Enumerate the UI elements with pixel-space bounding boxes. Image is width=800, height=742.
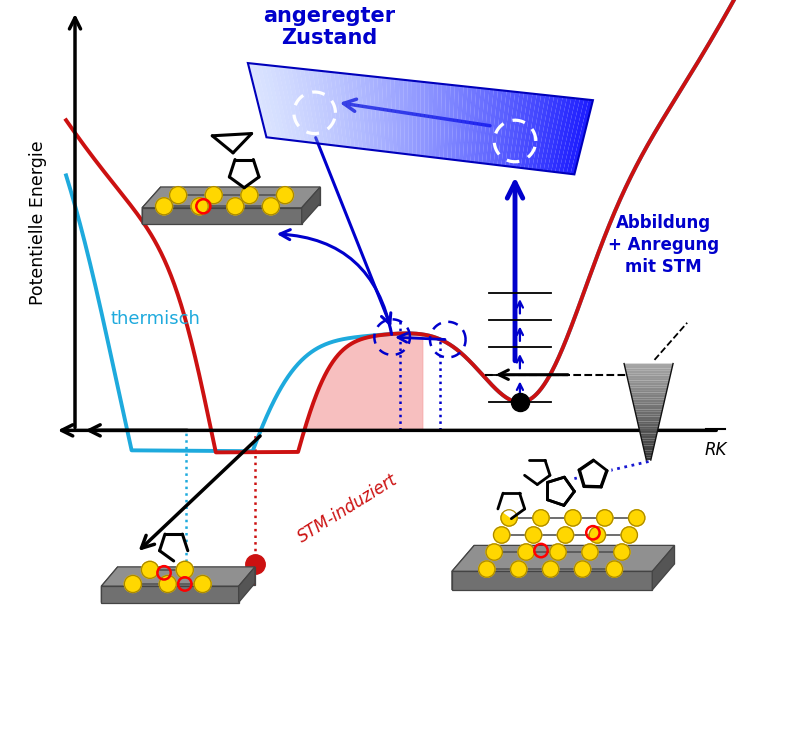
Polygon shape [630,393,666,395]
Circle shape [170,187,186,204]
Polygon shape [630,387,667,390]
Circle shape [582,544,598,560]
Polygon shape [626,373,671,375]
Polygon shape [652,545,674,590]
Polygon shape [639,429,658,431]
Circle shape [486,544,502,560]
Circle shape [518,544,534,560]
Polygon shape [634,410,662,412]
Polygon shape [102,567,118,603]
Circle shape [510,561,527,577]
Polygon shape [452,545,474,590]
Circle shape [194,576,211,592]
Polygon shape [640,433,657,436]
Polygon shape [634,404,663,407]
Circle shape [550,544,566,560]
Polygon shape [638,424,659,426]
Circle shape [142,561,158,579]
Circle shape [621,527,638,543]
Circle shape [494,527,510,543]
Circle shape [241,187,258,204]
Polygon shape [633,402,664,404]
Polygon shape [643,445,654,448]
Polygon shape [498,493,525,519]
Polygon shape [142,187,320,208]
Polygon shape [625,369,672,371]
Polygon shape [624,364,673,366]
Polygon shape [642,439,656,441]
Polygon shape [102,586,238,603]
Polygon shape [643,448,654,450]
Circle shape [558,527,574,543]
Polygon shape [636,417,661,419]
Polygon shape [640,431,658,433]
Polygon shape [632,398,666,400]
Polygon shape [646,456,652,458]
Polygon shape [302,187,320,224]
Polygon shape [625,366,673,369]
Circle shape [565,510,581,526]
Circle shape [574,561,590,577]
Polygon shape [238,567,255,603]
Polygon shape [142,187,161,224]
Circle shape [597,510,613,526]
Text: RK: RK [704,441,726,459]
Circle shape [226,198,244,215]
Circle shape [614,544,630,560]
Polygon shape [638,426,658,429]
Polygon shape [631,395,666,398]
Polygon shape [547,477,574,505]
Polygon shape [118,567,255,585]
Text: STM-induziert: STM-induziert [295,470,402,546]
Polygon shape [628,381,669,383]
Circle shape [629,510,645,526]
Polygon shape [635,412,662,414]
Text: Abbildung
+ Anregung
mit STM: Abbildung + Anregung mit STM [608,214,719,276]
Circle shape [124,576,142,592]
Circle shape [155,198,173,215]
Polygon shape [641,436,656,439]
Polygon shape [142,208,302,224]
Polygon shape [642,443,654,445]
Polygon shape [646,458,651,460]
Circle shape [191,198,208,215]
Circle shape [478,561,495,577]
Polygon shape [633,400,665,402]
Polygon shape [642,441,655,443]
Polygon shape [629,383,669,385]
Polygon shape [638,421,660,424]
Polygon shape [637,419,660,421]
Circle shape [533,510,549,526]
Circle shape [606,561,622,577]
Polygon shape [452,545,674,571]
Circle shape [526,527,542,543]
Polygon shape [525,460,550,485]
Polygon shape [636,414,662,417]
Polygon shape [630,390,667,393]
Polygon shape [627,378,670,381]
Text: Potentielle Energie: Potentielle Energie [29,140,47,305]
Circle shape [501,510,518,526]
Polygon shape [644,450,653,453]
Polygon shape [159,534,188,561]
Polygon shape [230,160,259,188]
Polygon shape [580,461,606,487]
Text: angeregter
Zustand: angeregter Zustand [263,6,395,47]
Circle shape [277,187,294,204]
Circle shape [542,561,558,577]
Polygon shape [627,375,670,378]
Polygon shape [161,187,320,205]
Circle shape [159,576,176,592]
Polygon shape [634,407,663,410]
Circle shape [206,187,222,204]
Polygon shape [629,385,668,387]
Circle shape [262,198,279,215]
Polygon shape [102,567,255,586]
Polygon shape [626,371,671,373]
Circle shape [590,527,606,543]
Polygon shape [645,453,653,456]
Polygon shape [452,571,652,590]
Circle shape [176,561,194,579]
Text: thermisch: thermisch [110,310,201,328]
